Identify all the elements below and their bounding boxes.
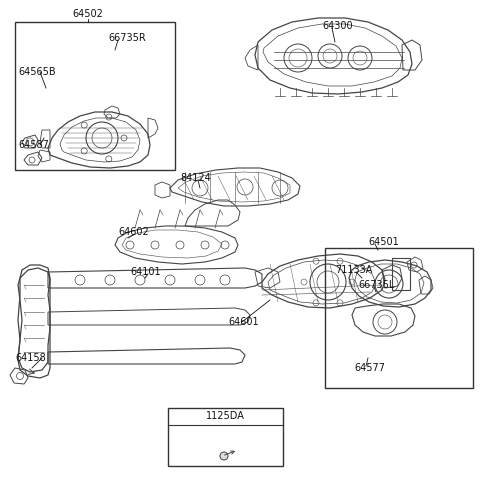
Text: 64587: 64587 [18, 140, 49, 150]
Text: 64158: 64158 [15, 353, 46, 363]
Text: 64300: 64300 [322, 21, 353, 31]
Bar [392, 258, 410, 290]
Text: 66735R: 66735R [108, 33, 146, 43]
Text: 64601: 64601 [228, 317, 259, 327]
Bar [168, 408, 283, 466]
Text: 64602: 64602 [118, 227, 149, 237]
Circle shape [220, 452, 228, 460]
Bar [15, 22, 175, 170]
Bar [325, 248, 473, 388]
Text: 64577: 64577 [354, 363, 385, 373]
Text: 1125DA: 1125DA [205, 411, 244, 421]
Text: 64565B: 64565B [18, 67, 56, 77]
Text: 66735L: 66735L [358, 280, 395, 290]
Text: 64502: 64502 [72, 9, 103, 19]
Text: 64101: 64101 [130, 267, 161, 277]
Text: 71133A: 71133A [335, 265, 372, 275]
Text: 84124: 84124 [180, 173, 211, 183]
Text: 64501: 64501 [368, 237, 399, 247]
